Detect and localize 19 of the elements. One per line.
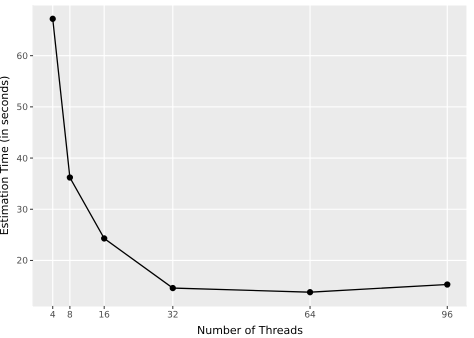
x-tick-label: 32 — [167, 310, 179, 320]
y-tick-label: 30 — [16, 205, 28, 216]
point — [66, 174, 74, 181]
y-tick-label: 50 — [16, 103, 28, 114]
x-tick-label: 64 — [304, 310, 316, 320]
x-tick-label: 16 — [98, 310, 110, 320]
x-tick-label: 8 — [67, 310, 74, 320]
point — [50, 16, 56, 22]
point — [101, 235, 108, 242]
y-tick-label: 20 — [16, 256, 28, 267]
x-tick-label: 4 — [50, 310, 56, 320]
point — [170, 284, 176, 292]
x-axis-title: Number of Threads — [197, 324, 304, 337]
x-tick-label: 96 — [442, 310, 454, 320]
y-tick-label: 60 — [16, 52, 28, 62]
point — [306, 289, 314, 296]
y-tick-label: 40 — [16, 154, 28, 164]
point — [444, 281, 450, 288]
y-axis-title: Estimation Time (in seconds) — [0, 76, 11, 236]
